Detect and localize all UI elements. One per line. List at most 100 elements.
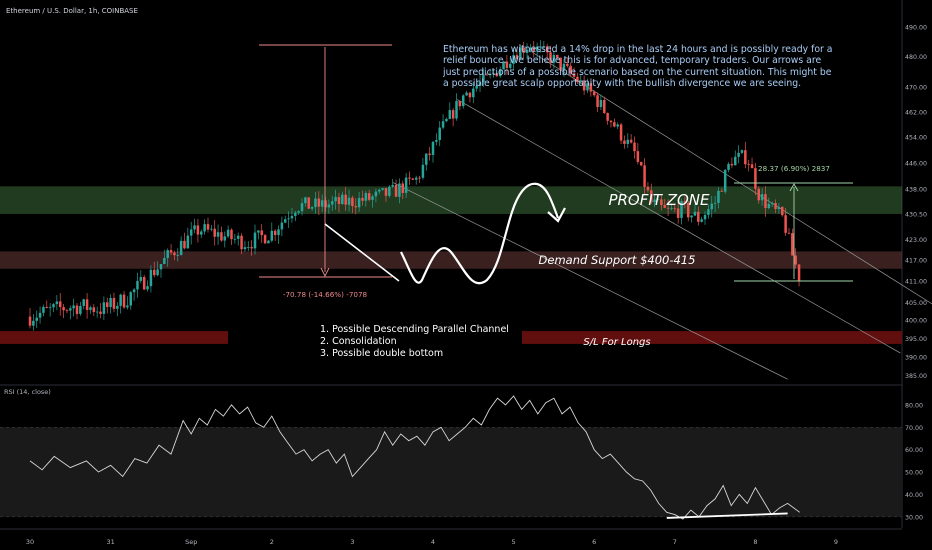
candle-body — [458, 100, 462, 107]
note-2: 2. Consolidation — [320, 336, 397, 347]
rsi-tick-label: 40.00 — [905, 492, 923, 499]
profit-zone-label: PROFIT ZONE — [608, 191, 710, 209]
rsi-axis[interactable]: 30.00 40.00 50.00 60.00 70.00 80.00 — [905, 402, 923, 521]
rsi-tick-label: 60.00 — [905, 447, 923, 454]
time-axis[interactable]: 30 31 Sep 2 3 4 5 6 7 8 9 — [26, 538, 838, 546]
candle-body — [579, 80, 583, 83]
candle-body — [287, 218, 290, 220]
price-tick-label: 470.00 — [905, 85, 927, 92]
candle-body — [401, 183, 405, 193]
candle-body — [734, 156, 737, 166]
candle-body — [455, 100, 458, 119]
candle-body — [572, 73, 576, 77]
candle-body — [522, 47, 525, 53]
zones — [0, 186, 902, 344]
candle-body — [314, 198, 317, 208]
candle-body — [791, 233, 794, 256]
time-tick-label: 2 — [270, 538, 274, 546]
candle-body — [425, 153, 428, 165]
price-axis[interactable]: 385.00 390.00 395.00 400.00 405.00 411.00 417.… — [905, 24, 927, 380]
candle-body — [542, 46, 546, 48]
candle-body — [519, 47, 522, 60]
candle-body — [532, 47, 535, 51]
candle-body — [737, 152, 740, 157]
candle-body — [556, 54, 559, 58]
candle-body — [414, 177, 418, 180]
candle-body — [398, 183, 401, 197]
candle-body — [45, 306, 49, 308]
candle-body — [666, 207, 670, 209]
candle-body — [660, 199, 663, 206]
candle-body — [200, 231, 203, 235]
price-tick-label: 462.00 — [905, 109, 927, 116]
analysis-annotation-box: Ethereum has witnessed a 14% drop in the… — [443, 44, 833, 89]
candle-body — [693, 211, 697, 216]
sl-zone-right — [522, 331, 902, 344]
candle-body — [351, 197, 354, 207]
candle-body — [411, 178, 415, 180]
candle-body — [673, 208, 677, 210]
candle-body — [38, 312, 42, 318]
candle-body — [717, 190, 720, 203]
rsi-band — [0, 427, 902, 517]
price-tick-label: 411.00 — [905, 278, 927, 285]
candle-body — [478, 82, 482, 86]
measure-down-arrowhead — [320, 267, 330, 278]
candle-body — [79, 305, 82, 314]
candle-body — [142, 277, 146, 290]
candle-body — [153, 269, 156, 276]
candle-body — [431, 141, 435, 155]
candle-body — [475, 85, 478, 89]
candle-body — [247, 247, 250, 248]
candle-body — [304, 197, 307, 204]
candle-body — [378, 189, 381, 192]
candle-body — [441, 121, 445, 128]
candle-body — [347, 197, 351, 205]
candle-body — [273, 230, 277, 236]
candle-body — [112, 297, 116, 309]
candle-body — [680, 201, 683, 218]
candle-body — [391, 184, 394, 187]
candle-body — [492, 73, 495, 74]
candle-body — [461, 95, 465, 107]
candle-body — [280, 222, 284, 230]
candle-body — [216, 232, 220, 237]
candle-body — [290, 215, 294, 219]
candle-body — [72, 305, 75, 309]
candle-body — [35, 317, 38, 321]
demand-zone — [0, 251, 902, 269]
candle-body — [488, 73, 492, 75]
candle-body — [283, 219, 287, 223]
candle-body — [740, 150, 744, 153]
candle-body — [364, 193, 368, 201]
candle-body — [55, 301, 59, 305]
candle-body — [606, 112, 609, 121]
candle-body — [388, 186, 391, 196]
channel-lower-line — [392, 182, 788, 380]
candle-body — [787, 232, 791, 234]
candlesticks — [28, 40, 801, 331]
candle-body — [92, 307, 96, 313]
candle-body — [267, 240, 270, 244]
candle-body — [65, 310, 69, 312]
measure-up-arrowhead — [789, 183, 799, 192]
candle-body — [656, 199, 660, 201]
candle-body — [468, 92, 472, 98]
price-tick-label: 395.00 — [905, 336, 927, 343]
candle-body — [85, 299, 89, 310]
candle-body — [710, 203, 713, 210]
candle-body — [58, 301, 62, 308]
measure-down-label: -70.78 (-14.66%) -7078 — [283, 290, 368, 299]
candle-body — [129, 292, 132, 306]
candle-body — [82, 299, 85, 306]
time-tick-label: Sep — [185, 538, 197, 546]
time-tick-label: 9 — [834, 538, 838, 546]
candle-body — [589, 83, 593, 92]
candle-body — [193, 225, 196, 230]
candle-body — [781, 206, 784, 216]
candle-body — [750, 164, 754, 169]
candle-body — [559, 57, 562, 71]
candle-body — [105, 302, 109, 308]
candle-body — [451, 110, 455, 119]
